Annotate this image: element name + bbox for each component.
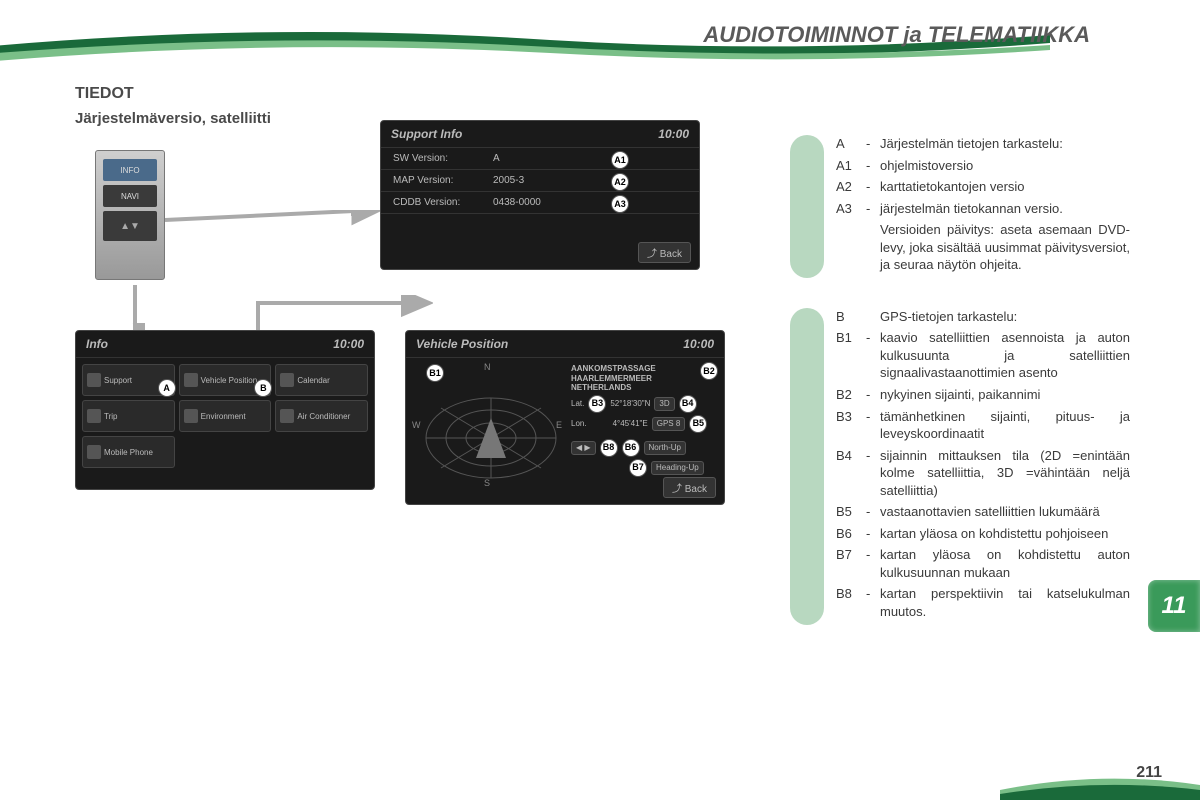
menu-item[interactable]: Trip — [82, 400, 175, 432]
menu-icon — [184, 409, 198, 423]
menu-item[interactable]: SupportA — [82, 364, 175, 396]
compass-w: W — [412, 420, 421, 430]
info-row: SW Version:AA1 — [381, 148, 699, 170]
device-btn-info[interactable]: INFO — [103, 159, 157, 181]
device-btn-navi[interactable]: NAVI — [103, 185, 157, 207]
screen2-title: Info — [86, 337, 108, 351]
screen3-title: Vehicle Position — [416, 337, 508, 351]
screen3-time: 10:00 — [683, 337, 714, 351]
definition-row: B5-vastaanottavien satelliittien lukumää… — [836, 503, 1130, 521]
definition-row: BGPS-tietojen tarkastelu: — [836, 308, 1130, 326]
marker-a3: A3 — [611, 195, 629, 213]
north-up-btn[interactable]: North-Up — [644, 441, 686, 455]
support-info-screen: Support Info 10:00 SW Version:AA1MAP Ver… — [380, 120, 700, 270]
definition-row: B1-kaavio satelliittien asennoista ja au… — [836, 329, 1130, 382]
marker-b3: B3 — [588, 395, 606, 413]
location-line3: NETHERLANDS — [571, 383, 716, 393]
chapter-tab: 11 — [1148, 580, 1200, 632]
definition-row: B6-kartan yläosa on kohdistettu pohjoise… — [836, 525, 1130, 543]
definition-note: Versioiden päivitys: aseta asemaan DVD-l… — [836, 221, 1130, 274]
menu-icon — [184, 373, 198, 387]
marker-a2: A2 — [611, 173, 629, 191]
zoom-arrows[interactable]: ◀ ▶ — [571, 441, 596, 455]
footer-stripe — [1000, 760, 1200, 800]
lon-label: Lon. — [571, 419, 587, 429]
marker-b7: B7 — [629, 459, 647, 477]
marker-b: B — [254, 379, 272, 397]
marker-a1: A1 — [611, 151, 629, 169]
compass-n: N — [484, 362, 491, 372]
location-line1: AANKOMSTPASSAGE — [571, 364, 716, 374]
marker-b4: B4 — [679, 395, 697, 413]
marker-b2: B2 — [700, 362, 718, 380]
info-row: MAP Version:2005-3A2 — [381, 170, 699, 192]
mode-pill: 3D — [654, 397, 674, 411]
definitions-panel: A-Järjestelmän tietojen tarkastelu: A1-oh… — [790, 135, 1130, 655]
menu-item[interactable]: Air Conditioner — [275, 400, 368, 432]
definition-row: B4-sijainnin mittauksen tila (2D =enintä… — [836, 447, 1130, 500]
menu-icon — [87, 409, 101, 423]
lat-value: 52°18'30"N — [610, 399, 650, 409]
remote-device: INFO NAVI ▲▼ — [95, 150, 165, 280]
definition-row: A-Järjestelmän tietojen tarkastelu: — [836, 135, 1130, 153]
section-title: TIEDOT — [75, 85, 134, 103]
marker-b1: B1 — [426, 364, 444, 382]
position-info: AANKOMSTPASSAGE HAARLEMMERMEER NETHERLAN… — [571, 364, 716, 477]
menu-item[interactable]: Calendar — [275, 364, 368, 396]
definition-row: B2-nykyinen sijainti, paikannimi — [836, 386, 1130, 404]
heading-up-btn[interactable]: Heading-Up — [651, 461, 704, 475]
menu-icon — [87, 445, 101, 459]
definition-row: A2-karttatietokantojen versio — [836, 178, 1130, 196]
menu-item[interactable]: Mobile Phone — [82, 436, 175, 468]
vehicle-position-screen: Vehicle Position 10:00 N S E W B1 AANKOM… — [405, 330, 725, 505]
green-bar-a — [790, 135, 824, 278]
definition-row: B8-kartan perspektiivin tai katselukulma… — [836, 585, 1130, 620]
screen1-time: 10:00 — [658, 127, 689, 141]
menu-icon — [280, 373, 294, 387]
compass-e: E — [556, 420, 562, 430]
marker-a: A — [158, 379, 176, 397]
marker-b5: B5 — [689, 415, 707, 433]
menu-item[interactable]: Environment — [179, 400, 272, 432]
device-arrows[interactable]: ▲▼ — [103, 211, 157, 241]
marker-b6: B6 — [622, 439, 640, 457]
location-line2: HAARLEMMERMEER — [571, 374, 716, 384]
definition-row: B7-kartan yläosa on kohdistettu auton ku… — [836, 546, 1130, 581]
marker-b8: B8 — [600, 439, 618, 457]
page-header-title: AUDIOTOIMINNOT ja TELEMATIIKKA — [703, 22, 1090, 48]
back-button[interactable]: ⤴ Back — [638, 242, 691, 263]
lat-label: Lat. — [571, 399, 584, 409]
arrow-device-to-screen1 — [165, 210, 385, 250]
green-bar-b — [790, 308, 824, 625]
menu-icon — [280, 409, 294, 423]
definition-row: A3-järjestelmän tietokannan versio. — [836, 200, 1130, 218]
satellite-diagram — [416, 368, 566, 488]
screen2-time: 10:00 — [333, 337, 364, 351]
section-subtitle: Järjestelmäversio, satelliitti — [75, 110, 271, 127]
screen1-title: Support Info — [391, 127, 462, 141]
definition-row: A1-ohjelmistoversio — [836, 157, 1130, 175]
info-row: CDDB Version:0438-0000A3 — [381, 192, 699, 214]
menu-item[interactable]: Vehicle PositionB — [179, 364, 272, 396]
compass-s: S — [484, 478, 490, 488]
lon-value: 4°45'41"E — [613, 419, 648, 429]
page-number: 211 — [1136, 764, 1162, 782]
info-menu-screen: Info 10:00 SupportAVehicle PositionBCale… — [75, 330, 375, 490]
menu-icon — [87, 373, 101, 387]
definition-row: B3-tämänhetkinen sijainti, pituus- ja le… — [836, 408, 1130, 443]
back-button[interactable]: ⤴ Back — [663, 477, 716, 498]
